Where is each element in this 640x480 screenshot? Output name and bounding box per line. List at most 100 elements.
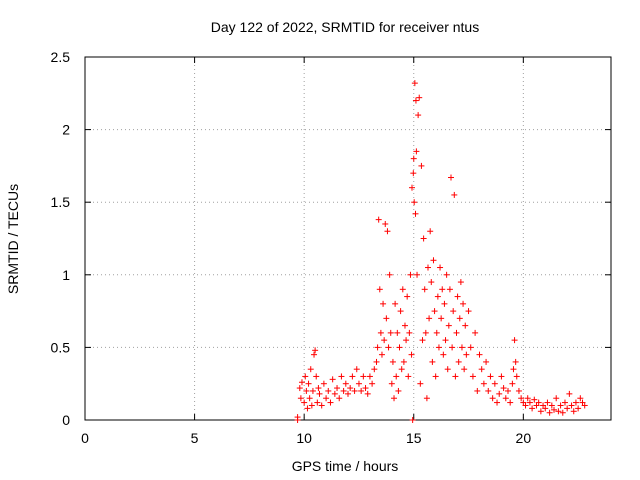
x-tick-label: 15 xyxy=(406,430,422,446)
data-point xyxy=(512,358,519,365)
data-point xyxy=(424,264,431,271)
data-point xyxy=(441,300,448,307)
data-point xyxy=(391,395,398,402)
data-point xyxy=(457,279,464,286)
y-tick-label: 1.5 xyxy=(51,194,71,210)
data-point xyxy=(463,351,470,358)
data-point xyxy=(380,300,387,307)
data-point xyxy=(531,396,538,403)
data-point xyxy=(444,366,451,373)
data-point xyxy=(446,286,453,293)
data-point xyxy=(496,390,503,397)
x-tick-label: 0 xyxy=(81,430,89,446)
data-point xyxy=(301,399,308,406)
plot-frame xyxy=(84,56,612,421)
data-point xyxy=(355,380,362,387)
data-point xyxy=(435,344,442,351)
x-tick-label: 20 xyxy=(516,430,532,446)
data-point xyxy=(369,380,376,387)
data-point xyxy=(443,271,450,278)
chart-title: Day 122 of 2022, SRMTID for receiver ntu… xyxy=(211,19,479,35)
data-point xyxy=(406,329,413,336)
data-point xyxy=(432,373,439,380)
data-point xyxy=(294,414,301,421)
data-point xyxy=(439,286,446,293)
data-point xyxy=(529,405,536,412)
data-point xyxy=(500,385,507,392)
data-point xyxy=(318,402,325,409)
data-point xyxy=(421,286,428,293)
y-tick-label: 1 xyxy=(62,267,70,283)
data-point xyxy=(498,373,505,380)
data-point xyxy=(373,358,380,365)
data-point xyxy=(405,373,412,380)
data-point xyxy=(306,395,313,402)
data-point xyxy=(313,373,320,380)
data-point xyxy=(467,344,474,351)
data-point xyxy=(297,395,304,402)
data-point xyxy=(403,337,410,344)
data-point xyxy=(409,417,416,423)
data-point xyxy=(445,322,452,329)
data-point xyxy=(393,373,400,380)
data-point xyxy=(431,308,438,315)
data-point xyxy=(366,373,373,380)
data-point xyxy=(399,286,406,293)
data-point xyxy=(465,308,472,315)
data-point xyxy=(389,358,396,365)
data-point xyxy=(351,387,358,394)
data-point xyxy=(375,216,382,223)
data-point xyxy=(311,351,318,358)
data-point xyxy=(420,235,427,242)
data-point xyxy=(487,373,494,380)
data-point xyxy=(308,402,315,409)
data-point xyxy=(426,315,433,322)
data-point xyxy=(489,395,496,402)
data-point xyxy=(307,366,314,373)
data-point xyxy=(412,210,419,217)
data-point xyxy=(437,264,444,271)
data-point xyxy=(428,279,435,286)
x-tick-label: 5 xyxy=(191,430,199,446)
data-point xyxy=(342,380,349,387)
data-point xyxy=(557,402,564,409)
data-point xyxy=(485,387,492,394)
data-point xyxy=(526,399,533,406)
data-point xyxy=(461,366,468,373)
data-point xyxy=(548,402,555,409)
data-point xyxy=(442,337,449,344)
data-point xyxy=(568,402,575,409)
data-point xyxy=(345,390,351,397)
data-point xyxy=(388,380,395,387)
grid-lines xyxy=(85,57,611,420)
data-point xyxy=(418,162,425,169)
data-point xyxy=(358,387,365,394)
data-points xyxy=(294,80,588,423)
data-point xyxy=(537,408,544,415)
data-point xyxy=(422,329,429,336)
y-tick-label: 2 xyxy=(62,122,70,138)
data-point xyxy=(364,390,371,397)
data-point xyxy=(408,184,415,191)
data-point xyxy=(513,373,520,380)
data-point xyxy=(491,380,498,387)
x-axis-label: GPS time / hours xyxy=(292,458,399,474)
data-point xyxy=(502,395,509,402)
data-point xyxy=(423,395,430,402)
data-point xyxy=(377,329,384,336)
data-point xyxy=(304,405,311,412)
data-point xyxy=(434,293,441,300)
y-tick-labels: 0 0.5 1 1.5 2 2.5 xyxy=(51,49,71,428)
data-point xyxy=(325,387,332,394)
data-point xyxy=(384,228,391,235)
data-point xyxy=(323,395,330,402)
data-point xyxy=(407,271,414,278)
axis-ticks xyxy=(84,56,611,421)
data-point xyxy=(522,402,529,409)
data-point xyxy=(474,387,481,394)
data-point xyxy=(458,344,465,351)
data-point xyxy=(353,366,360,373)
data-point xyxy=(469,373,476,380)
data-point xyxy=(316,390,323,397)
